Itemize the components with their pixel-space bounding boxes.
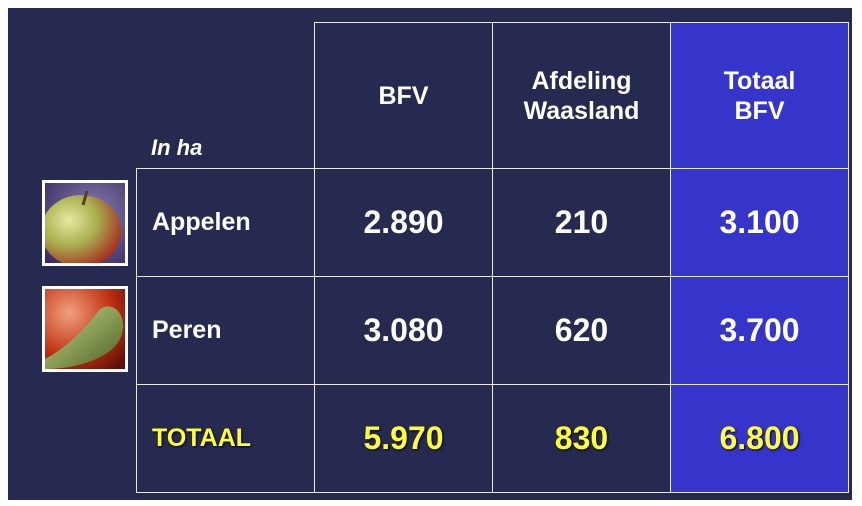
value-cell: 5.970 <box>314 384 493 493</box>
header-cell: Totaal BFV <box>670 22 849 169</box>
header-text: Totaal <box>723 66 796 95</box>
value-cell: 2.890 <box>314 168 493 277</box>
header-text: BFV <box>378 81 429 110</box>
value-cell: 3.080 <box>314 276 493 385</box>
pear-image <box>42 286 128 372</box>
value-cell: 3.700 <box>670 276 849 385</box>
header-text: BFV <box>734 96 785 125</box>
row-label: Peren <box>136 276 315 385</box>
row-label: Appelen <box>136 168 315 277</box>
header-cell: BFV <box>314 22 493 169</box>
header-text: Waasland <box>523 96 640 125</box>
value-cell: 6.800 <box>670 384 849 493</box>
unit-label: In ha <box>151 135 203 160</box>
header-cell: Afdeling Waasland <box>492 22 671 169</box>
value-cell: 210 <box>492 168 671 277</box>
slide: In ha BFV Afdeling Waasland Totaal BFV Appele… <box>8 8 852 500</box>
apple-image <box>42 180 128 266</box>
value-cell: 830 <box>492 384 671 493</box>
row-label: TOTAAL <box>136 384 315 493</box>
value-cell: 3.100 <box>670 168 849 277</box>
header-text: Afdeling <box>531 66 632 95</box>
value-cell: 620 <box>492 276 671 385</box>
